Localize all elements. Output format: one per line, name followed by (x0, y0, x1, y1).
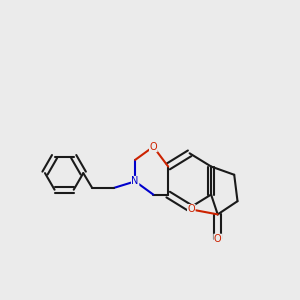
Text: N: N (131, 176, 139, 186)
Text: O: O (188, 204, 195, 214)
Text: O: O (214, 234, 221, 244)
Text: O: O (149, 142, 157, 152)
